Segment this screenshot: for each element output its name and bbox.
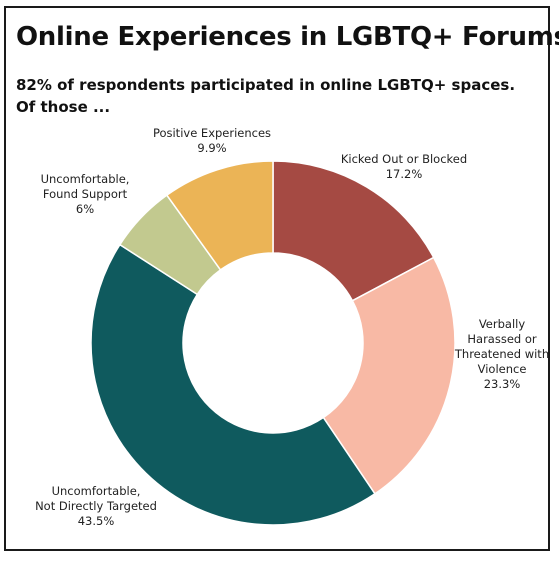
slice-value-label: 9.9% xyxy=(197,141,226,155)
subtitle-line-1: 82% of respondents participated in onlin… xyxy=(16,76,516,94)
slice-label-line: Uncomfortable, xyxy=(52,484,141,498)
slice-label-verbally-harassed-or-threatened-with-violence: Verbally Harassed or Threatened with Violen… xyxy=(454,317,549,391)
slice-uncomfortable-not-directly-targeted xyxy=(90,243,376,526)
subtitle-line-2: Of those ... xyxy=(16,98,111,116)
slice-labels: Kicked Out or Blocked 17.2% Verbally Harass… xyxy=(35,126,549,528)
slice-label-line: Threatened with xyxy=(454,347,549,361)
slice-label-line: Found Support xyxy=(43,187,128,201)
slice-label-positive-experiences: Positive Experiences 9.9% xyxy=(153,126,271,155)
slice-value-label: 6% xyxy=(76,202,94,216)
slice-value-label: 17.2% xyxy=(386,167,423,181)
donut-slices xyxy=(90,160,456,526)
slice-label-line: Kicked Out or Blocked xyxy=(341,152,467,166)
chart-subtitle: 82% of respondents participated in onlin… xyxy=(16,74,536,118)
slice-positive-experiences xyxy=(165,160,274,271)
slice-label-line: Not Directly Targeted xyxy=(35,499,157,513)
chart-title: Online Experiences in LGBTQ+ Forums xyxy=(16,22,559,52)
slice-verbally-harassed-or-threatened-with-violence xyxy=(322,256,456,495)
slice-label-line: Positive Experiences xyxy=(153,126,271,140)
slice-label-uncomfortable-not-directly-targeted: Uncomfortable, Not Directly Targeted 43.5% xyxy=(35,484,157,528)
slice-value-label: 43.5% xyxy=(78,514,115,528)
slice-kicked-out-or-blocked xyxy=(272,160,435,302)
slice-value-label: 23.3% xyxy=(484,377,521,391)
slice-label-kicked-out-or-blocked: Kicked Out or Blocked 17.2% xyxy=(341,152,467,181)
slice-label-line: Uncomfortable, xyxy=(41,172,130,186)
slice-label-line: Verbally xyxy=(479,317,526,331)
slice-label-line: Violence xyxy=(478,362,527,376)
slice-label-line: Harassed or xyxy=(467,332,537,346)
slice-label-uncomfortable-found-support: Uncomfortable, Found Support 6% xyxy=(41,172,130,216)
